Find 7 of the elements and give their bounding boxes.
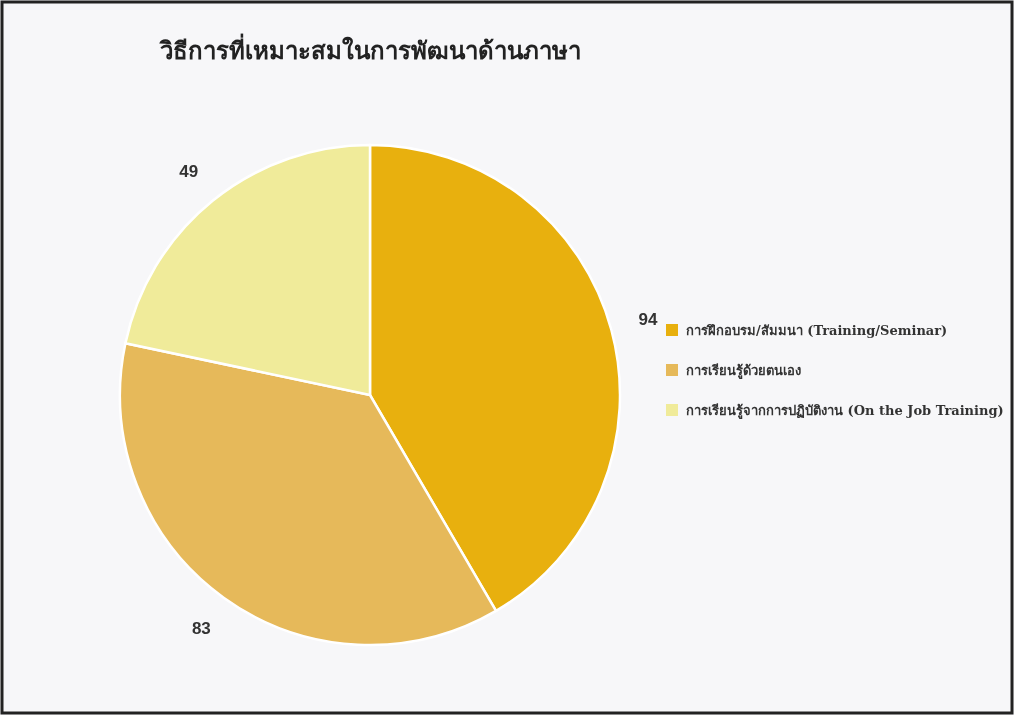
data-label: 49 bbox=[179, 161, 199, 181]
data-label: 83 bbox=[191, 618, 211, 638]
legend-label: การเรียนรู้ด้วยตนเอง bbox=[686, 362, 801, 379]
legend-label: การเรียนรู้จากการปฏิบัติงาน (On the Job Training) bbox=[686, 402, 1004, 419]
legend-label: การฝึกอบรม/สัมมนา (Training/Seminar) bbox=[686, 322, 948, 338]
chart-title: วิธีการที่เหมาะสมในการพัฒนาด้านภาษา bbox=[158, 32, 581, 65]
data-label: 94 bbox=[638, 310, 659, 330]
